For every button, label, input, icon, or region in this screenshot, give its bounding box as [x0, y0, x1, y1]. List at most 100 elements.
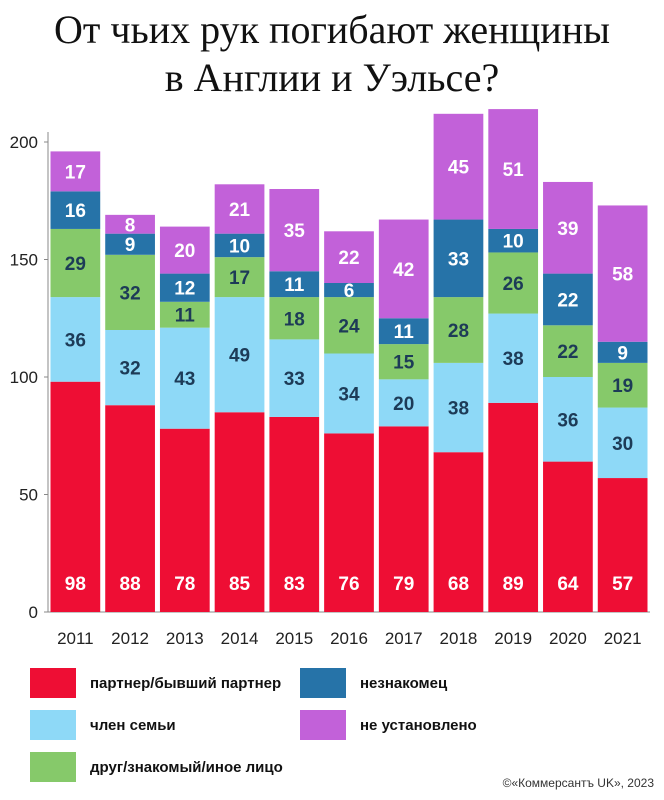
legend-item-stranger: незнакомец [300, 668, 447, 698]
bar-segment [433, 219, 484, 298]
bar-segment [50, 297, 101, 382]
data-label: 38 [448, 399, 469, 420]
bar-segment [543, 461, 593, 612]
data-label: 33 [284, 369, 305, 390]
bar-segment [378, 379, 429, 427]
bar-segment [324, 433, 374, 612]
legend-label-unknown: не установлено [360, 716, 477, 734]
bar-segment [269, 297, 320, 340]
data-label: 33 [448, 249, 469, 270]
data-label: 21 [229, 200, 251, 221]
bar-segment [269, 189, 320, 272]
data-label: 9 [617, 343, 628, 364]
bar-segment [105, 254, 155, 330]
data-label: 36 [557, 410, 578, 431]
bar-segment [50, 381, 101, 612]
data-label: 26 [503, 274, 524, 295]
bar-segment [543, 325, 593, 377]
bar-segment [214, 412, 265, 612]
data-label: 49 [229, 346, 250, 367]
bar-segment [597, 341, 648, 363]
bar-segment [159, 301, 210, 328]
bar-segment [269, 271, 320, 298]
data-label: 64 [557, 574, 579, 595]
data-label: 22 [557, 342, 578, 363]
data-label: 12 [174, 279, 195, 300]
data-label: 34 [338, 384, 360, 405]
bar-segment [105, 405, 155, 612]
data-label: 76 [338, 574, 359, 595]
data-label: 36 [65, 330, 86, 351]
bar-segment [378, 426, 429, 612]
legend-swatch-family [30, 710, 76, 740]
data-label: 6 [344, 281, 355, 302]
data-label: 98 [65, 574, 86, 595]
legend-item-unknown: не установлено [300, 710, 477, 740]
data-label: 30 [612, 434, 633, 455]
x-tick-label: 2018 [440, 629, 478, 648]
data-label: 32 [120, 283, 141, 304]
bar-segment [50, 228, 101, 298]
bar-segment [597, 478, 648, 612]
data-label: 38 [503, 349, 524, 370]
bar-segment [433, 362, 484, 453]
data-label: 57 [612, 574, 633, 595]
bar-segment [159, 226, 210, 274]
bar-segment [105, 214, 155, 234]
legend-item-family: член семьи [30, 710, 176, 740]
bar-segment [269, 416, 320, 612]
y-tick-label: 50 [19, 486, 38, 505]
data-label: 10 [229, 236, 250, 257]
x-tick-label: 2017 [385, 629, 423, 648]
data-label: 51 [503, 160, 525, 181]
bar-segment [324, 297, 374, 354]
x-tick-label: 2015 [275, 629, 313, 648]
data-label: 18 [284, 309, 305, 330]
bar-segment [433, 113, 484, 220]
bar-segment [543, 181, 593, 274]
bar-segment [159, 273, 210, 302]
data-label: 10 [503, 232, 524, 253]
chart-title-line-1: От чьих рук погибают женщины [54, 7, 610, 52]
data-label: 15 [393, 353, 415, 374]
bar-segment [324, 231, 374, 283]
data-label: 45 [448, 158, 470, 179]
data-label: 17 [229, 268, 250, 289]
data-label: 11 [175, 306, 196, 327]
x-tick-label: 2014 [221, 629, 259, 648]
data-label: 28 [448, 321, 469, 342]
data-label: 8 [125, 215, 136, 236]
data-label: 58 [612, 265, 633, 286]
data-label: 22 [557, 290, 578, 311]
data-label: 35 [284, 221, 306, 242]
legend-swatch-unknown [300, 710, 346, 740]
legend-item-partner: партнер/бывший партнер [30, 668, 281, 698]
bar-segment [597, 407, 648, 479]
data-label: 9 [125, 235, 136, 256]
bar-segment [159, 327, 210, 429]
bar-segment [488, 402, 539, 612]
bar-segment [597, 362, 648, 408]
data-label: 32 [120, 359, 141, 380]
x-tick-label: 2016 [330, 629, 368, 648]
bar-segment [433, 452, 484, 612]
data-label: 20 [393, 394, 414, 415]
legend-label-family: член семьи [90, 716, 176, 734]
bar-segment [105, 233, 155, 255]
data-label: 68 [448, 574, 469, 595]
data-label: 85 [229, 574, 251, 595]
chart-title-line-2: в Англии и Уэльсе? [164, 55, 500, 100]
bar-segment [214, 184, 265, 234]
data-label: 20 [174, 241, 195, 262]
data-label: 11 [284, 275, 305, 296]
bar-segment [269, 339, 320, 417]
legend-label-friend: друг/знакомый/иное лицо [90, 758, 283, 776]
bar-segment [488, 313, 539, 403]
x-tick-label: 2020 [549, 629, 587, 648]
data-label: 88 [120, 574, 141, 595]
data-label: 24 [338, 316, 360, 337]
data-label: 39 [557, 219, 578, 240]
y-tick-label: 150 [10, 251, 38, 270]
data-label: 22 [338, 248, 359, 269]
x-tick-label: 2011 [57, 629, 94, 648]
